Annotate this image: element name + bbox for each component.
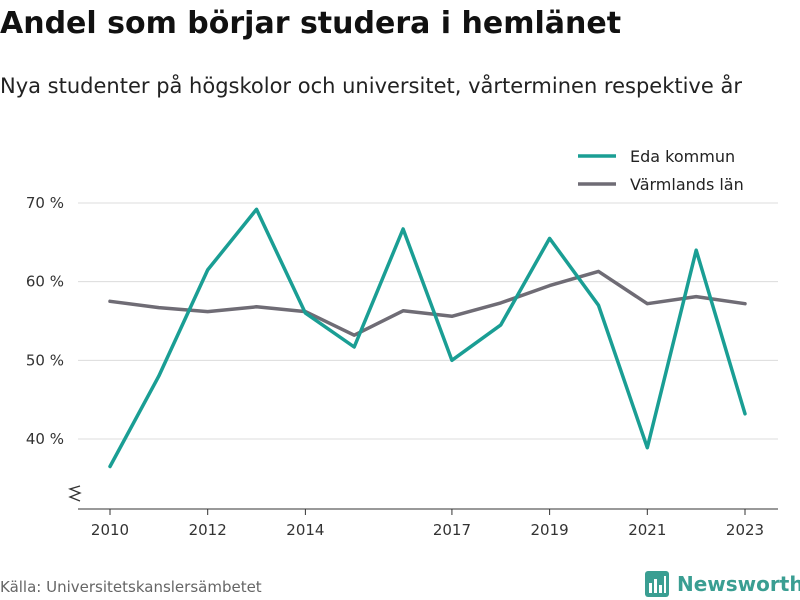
x-tick-label: 2021 bbox=[628, 521, 666, 539]
x-tick-label: 2023 bbox=[726, 521, 764, 539]
x-tick-label: 2019 bbox=[531, 521, 569, 539]
source-note: Källa: Universitetskanslersämbetet bbox=[0, 578, 262, 596]
x-tick-label: 2012 bbox=[189, 521, 227, 539]
x-tick-label: 2014 bbox=[286, 521, 324, 539]
legend-label: Värmlands län bbox=[630, 175, 744, 194]
y-tick-label: 70 % bbox=[26, 194, 64, 212]
y-tick-label: 50 % bbox=[26, 351, 64, 369]
brand-name: Newsworthy bbox=[677, 572, 800, 596]
y-tick-label: 40 % bbox=[26, 430, 64, 448]
x-axis: 2010 2012 2014 2017 2019 2021 2023 bbox=[68, 485, 778, 539]
legend: Eda kommun Värmlands län bbox=[578, 147, 744, 194]
series-line bbox=[108, 207, 747, 469]
y-tick-label: 60 % bbox=[26, 273, 64, 291]
y-axis-ticks: 40 % 50 % 60 % 70 % bbox=[26, 194, 64, 448]
series-line bbox=[108, 269, 747, 337]
x-tick-label: 2017 bbox=[433, 521, 471, 539]
brand-logo[interactable]: Newsworthy bbox=[645, 568, 800, 600]
legend-label: Eda kommun bbox=[630, 147, 735, 166]
chart-subtitle: Nya studenter på högskolor och universit… bbox=[0, 74, 742, 98]
chart-title: Andel som börjar studera i hemlänet bbox=[0, 6, 622, 41]
axis-break-icon bbox=[68, 485, 82, 502]
x-tick-label: 2010 bbox=[91, 521, 129, 539]
gridlines bbox=[78, 202, 778, 440]
newsworthy-logo-icon bbox=[645, 571, 669, 597]
series-lines bbox=[108, 207, 747, 469]
